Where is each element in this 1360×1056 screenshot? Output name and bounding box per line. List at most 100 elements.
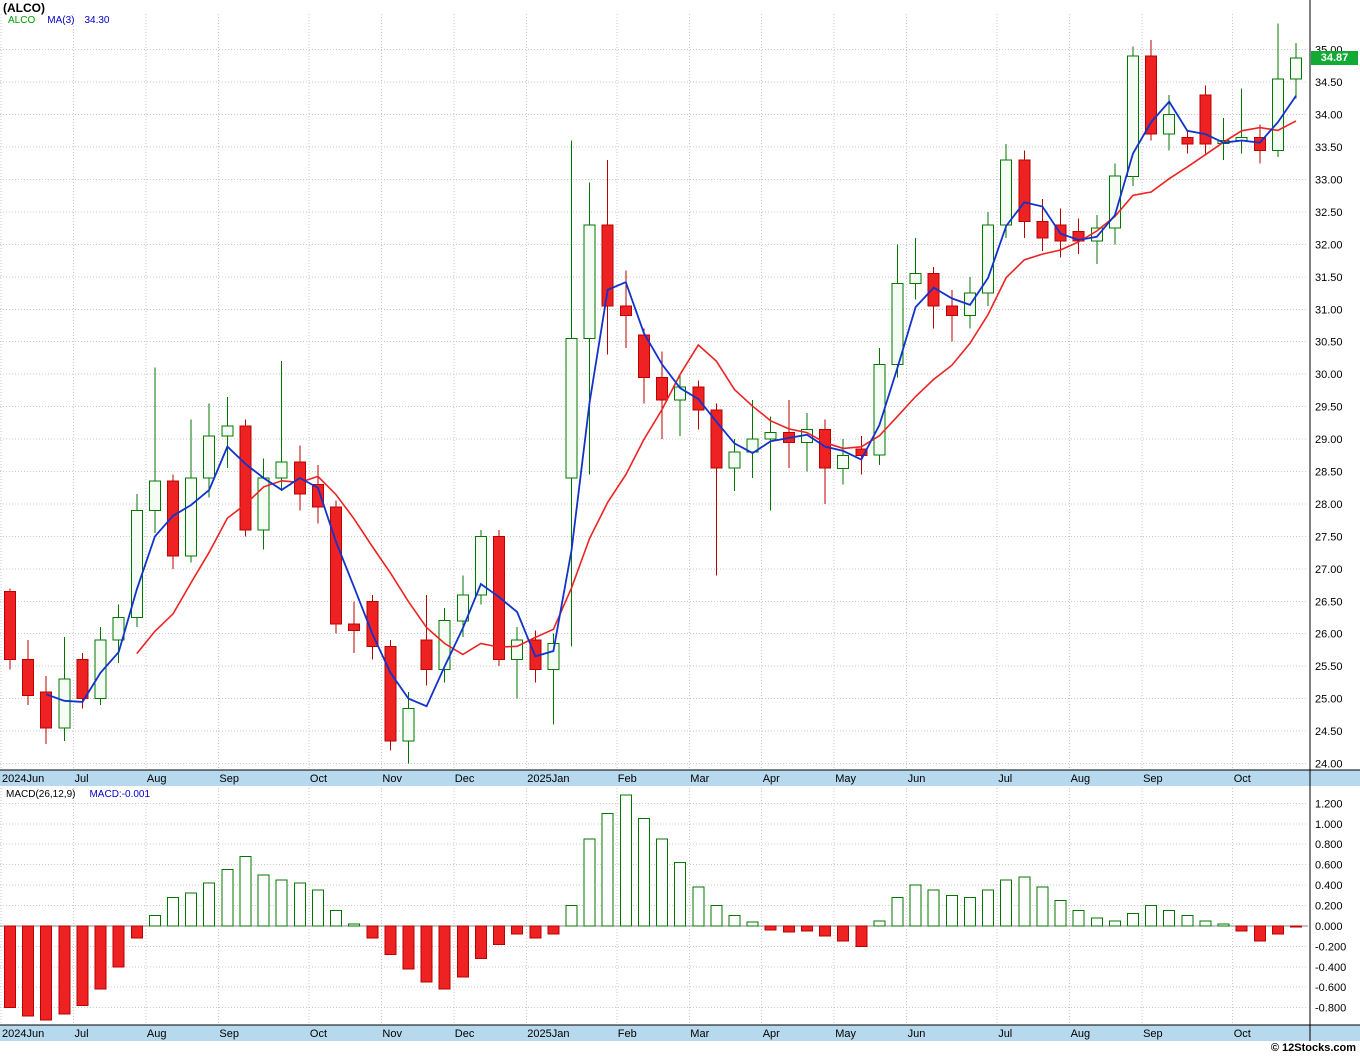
price-tick-label: 28.50: [1315, 467, 1343, 479]
month-label: Nov: [382, 773, 402, 785]
month-label: Aug: [147, 1028, 167, 1040]
candle-up: [438, 620, 451, 670]
price-tick-label: 29.50: [1315, 402, 1343, 414]
macd-bar-negative: [384, 925, 397, 956]
macd-bar-negative: [112, 925, 125, 968]
copyright-watermark: © 12Stocks.com: [1270, 1042, 1356, 1054]
candle-up: [565, 338, 578, 479]
macd-bar-positive: [1108, 920, 1121, 927]
macd-bar-positive: [1090, 917, 1103, 927]
macd-legend-label: MACD(26,12,9): [6, 789, 76, 800]
macd-bar-positive: [945, 894, 958, 927]
macd-bar-positive: [583, 838, 596, 927]
month-label: Mar: [690, 1028, 709, 1040]
macd-bar-positive: [311, 889, 324, 927]
month-label: Jun: [908, 1028, 926, 1040]
price-tick-label: 30.00: [1315, 369, 1343, 381]
month-label: Oct: [310, 1028, 327, 1040]
macd-bar-positive: [637, 818, 650, 927]
candle-up: [1127, 55, 1139, 177]
macd-bar-negative: [40, 925, 53, 1021]
month-label: 2025Jan: [527, 773, 569, 785]
candle-up: [402, 707, 415, 742]
month-label: Oct: [1234, 773, 1251, 785]
price-tick-label: 33.50: [1315, 142, 1343, 154]
macd-tick-label: 1.200: [1315, 798, 1343, 810]
candle-down: [1018, 159, 1031, 223]
candle-down: [855, 448, 868, 456]
macd-bar-positive: [891, 896, 904, 927]
candle-down: [1253, 136, 1266, 151]
month-label: Sep: [219, 773, 239, 785]
month-label: Jul: [998, 773, 1012, 785]
macd-bar-negative: [4, 925, 16, 1009]
macd-bar-negative: [1235, 925, 1248, 932]
candle-down: [4, 591, 16, 661]
macd-bar-negative: [819, 925, 832, 937]
candle-up: [474, 535, 487, 596]
candle-up: [891, 282, 904, 365]
last-price-tag: 34.87: [1311, 51, 1358, 65]
candle-up: [746, 438, 759, 453]
month-label: Jul: [998, 1028, 1012, 1040]
candle-up: [58, 678, 71, 729]
macd-bar-negative: [456, 925, 469, 978]
macd-bar-positive: [167, 896, 179, 927]
price-tick-label: 34.50: [1315, 77, 1343, 89]
macd-bar-positive: [1127, 913, 1139, 927]
macd-bar-negative: [474, 925, 487, 960]
candle-down: [1036, 221, 1049, 239]
price-tick-label: 28.00: [1315, 499, 1343, 511]
month-label: Aug: [147, 773, 167, 785]
candle-down: [1145, 55, 1158, 135]
month-label: Oct: [310, 773, 327, 785]
candle-down: [330, 506, 342, 625]
macd-bar-positive: [239, 856, 252, 927]
month-label: Feb: [618, 1028, 637, 1040]
candle-down: [366, 600, 379, 648]
macd-bar-positive: [619, 794, 632, 927]
price-tick-label: 27.50: [1315, 531, 1343, 543]
candle-down: [1199, 94, 1212, 145]
price-tick-label: 25.00: [1315, 694, 1343, 706]
macd-bar-negative: [1290, 925, 1302, 928]
legend-symbol: ALCO: [8, 15, 36, 26]
macd-bar-negative: [366, 925, 379, 939]
ma-slow-line: [136, 120, 1297, 656]
macd-bar-negative: [511, 925, 524, 935]
candle-down: [601, 224, 614, 307]
macd-bar-positive: [710, 905, 723, 927]
month-label: Apr: [763, 1028, 780, 1040]
candle-up: [511, 639, 524, 661]
macd-bar-positive: [1163, 910, 1176, 927]
candle-down: [819, 428, 832, 469]
macd-tick-label: 1.000: [1315, 819, 1343, 831]
macd-bar-positive: [565, 905, 578, 927]
macd-bar-negative: [438, 925, 451, 990]
price-tick-label: 24.00: [1315, 759, 1343, 771]
macd-bar-positive: [1145, 905, 1158, 927]
candle-up: [456, 594, 469, 622]
candle-down: [619, 305, 632, 317]
price-tick-label: 34.00: [1315, 110, 1343, 122]
month-label: 2024Jun: [2, 1028, 44, 1040]
macd-tick-label: 0.600: [1315, 860, 1343, 872]
macd-bar-positive: [909, 884, 922, 927]
macd-bar-positive: [348, 923, 361, 927]
macd-tick-label: -0.200: [1315, 941, 1346, 953]
month-label: Aug: [1071, 773, 1091, 785]
macd-bar-positive: [982, 889, 995, 927]
macd-bar-negative: [58, 925, 71, 1015]
macd-bar-positive: [185, 892, 198, 927]
macd-bar-positive: [1217, 923, 1230, 927]
candle-up: [728, 451, 741, 469]
month-label: Oct: [1234, 1028, 1251, 1040]
macd-bar-negative: [855, 925, 868, 947]
price-tick-label: 24.50: [1315, 726, 1343, 738]
month-label: Dec: [455, 773, 475, 785]
chart-title: (ALCO): [3, 1, 45, 15]
macd-bar-positive: [1072, 910, 1085, 927]
price-tick-label: 31.50: [1315, 272, 1343, 284]
price-tick-label: 26.00: [1315, 629, 1343, 641]
macd-bar-positive: [275, 879, 288, 927]
